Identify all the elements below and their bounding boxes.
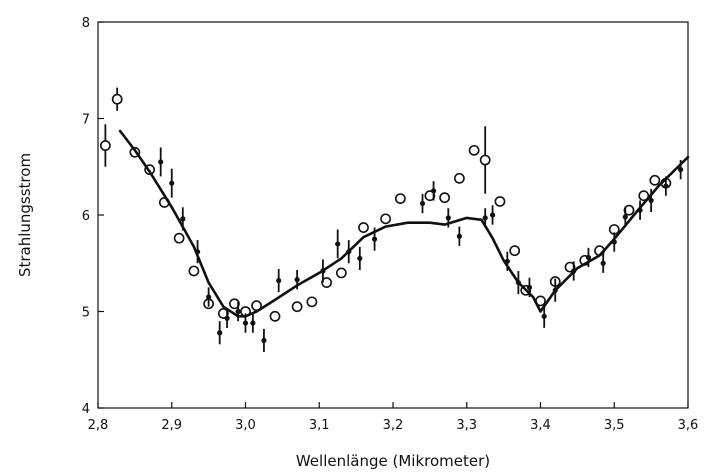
- open-circle-point: [494, 196, 506, 207]
- filled-dot-point: [335, 241, 341, 247]
- filled-dot-point: [526, 284, 533, 290]
- x-tick-label: 3,4: [530, 418, 551, 433]
- filled-dot-point: [250, 320, 256, 326]
- data-layer: [99, 87, 690, 353]
- open-circle-point: [439, 192, 451, 204]
- filled-dot-point: [489, 212, 496, 218]
- x-tick-label: 3,3: [456, 418, 477, 433]
- filled-dot-point: [456, 233, 462, 239]
- y-tick-label: 4: [82, 402, 90, 417]
- open-circle-point: [424, 190, 436, 202]
- filled-dot-point: [678, 167, 684, 173]
- open-circle-point: [358, 222, 369, 233]
- open-circle-point: [99, 140, 111, 151]
- filled-dot-point: [600, 260, 606, 266]
- x-axis-title: Wellenlänge (Mikrometer): [296, 452, 490, 470]
- open-circle-point: [291, 301, 303, 313]
- y-axis-title: Strahlungsstrom: [16, 153, 34, 277]
- filled-dot-point: [445, 215, 451, 221]
- filled-dot-point: [541, 313, 547, 319]
- filled-dot-point: [276, 278, 282, 284]
- x-tick-label: 2,9: [161, 418, 182, 433]
- open-circle-point: [306, 296, 318, 308]
- open-circle-point: [111, 93, 123, 105]
- filled-dot-point: [294, 277, 300, 283]
- filled-dot-point: [242, 320, 249, 326]
- x-tick-label: 2,8: [88, 418, 109, 433]
- open-circle-point: [269, 310, 281, 322]
- plot-frame: [97, 21, 689, 409]
- x-tick-label: 3,0: [235, 418, 256, 433]
- filled-dot-point: [585, 254, 592, 261]
- open-circle-point: [380, 213, 392, 225]
- open-circle-point: [321, 277, 333, 288]
- open-circle-point: [394, 193, 406, 204]
- y-tick-label: 7: [82, 113, 90, 128]
- open-circle-point: [229, 298, 240, 310]
- filled-dot-point: [158, 159, 164, 165]
- filled-dot-point: [235, 308, 241, 315]
- filled-dot-point: [419, 200, 426, 207]
- y-tick-label: 5: [82, 306, 90, 321]
- y-tick-label: 8: [82, 16, 90, 31]
- filled-dot-point: [663, 183, 669, 189]
- open-circle-point: [649, 174, 661, 186]
- y-tick-label: 6: [82, 209, 90, 224]
- filled-dot-point: [357, 255, 363, 262]
- open-circle-point: [217, 308, 229, 319]
- filled-dot-point: [206, 294, 212, 300]
- open-circle-point: [188, 265, 200, 277]
- filled-dot-point: [224, 315, 230, 321]
- filled-dot-point: [169, 180, 175, 186]
- open-circle-point: [468, 144, 480, 156]
- model-curve: [118, 129, 690, 318]
- filled-dot-point: [180, 216, 186, 222]
- filled-dot-point: [371, 236, 378, 242]
- open-circle-point: [623, 204, 635, 216]
- x-tick-label: 3,5: [604, 418, 625, 433]
- axis-ticks: 2,8 2,9 3,0 3,1 3,2 3,3 3,4 3,5 3,6 4 5 6 7 8: [82, 16, 699, 433]
- filled-dot-point: [261, 337, 267, 344]
- open-circle-point: [479, 154, 491, 166]
- open-circle-point: [453, 172, 465, 184]
- x-tick-label: 3,1: [309, 418, 330, 433]
- x-tick-label: 3,6: [678, 418, 699, 433]
- filled-dot-point: [622, 214, 628, 220]
- filled-dot-point: [217, 330, 223, 336]
- open-circle-point: [509, 245, 521, 257]
- open-circle-point: [173, 232, 185, 244]
- filled-dot-point: [482, 215, 488, 221]
- x-tick-label: 3,2: [383, 418, 404, 433]
- filled-dot-point: [430, 188, 437, 194]
- filled-dot-point: [648, 197, 654, 204]
- open-circle-point: [335, 267, 347, 279]
- open-circle-point: [638, 190, 650, 202]
